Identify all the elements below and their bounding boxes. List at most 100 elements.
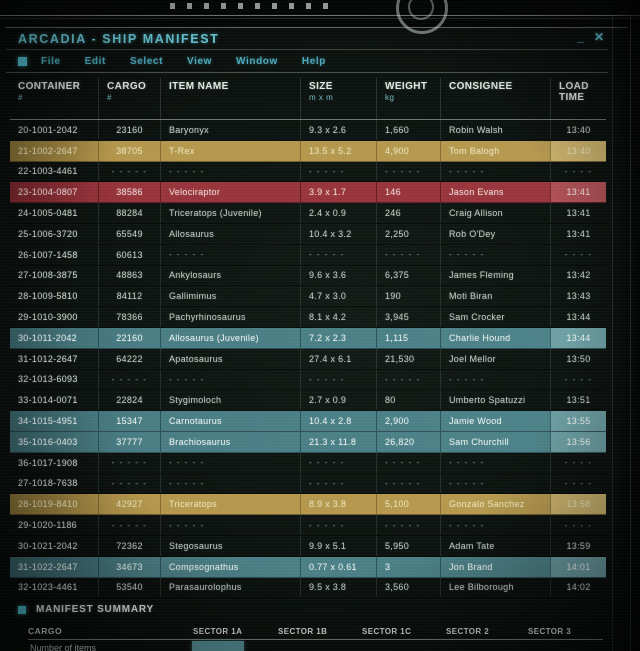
table-row[interactable]: 24-1005-0481 88284 Triceratops (Juvenile) 2… xyxy=(10,203,606,224)
cell-time: 13:41 xyxy=(550,223,606,244)
table-row[interactable]: 28-1009-5810 84112 Gallimimus 4.7 x 3.0 190 M… xyxy=(10,286,606,308)
table-row[interactable]: 26-1007-1458 60613- - - - -- - - - -- - -… xyxy=(10,244,606,266)
cell-time: 13:40 xyxy=(550,140,606,161)
menu-item-help[interactable]: Help xyxy=(301,55,326,67)
cell-size: 9.3 x 2.6 xyxy=(300,120,376,140)
column-header-weight: WEIGHT kg xyxy=(376,78,440,119)
table-body: 20-1001-2042 23160 Baryonyx 9.3 x 2.6 1,660 R… xyxy=(10,120,606,599)
table-row[interactable]: 31-1022-2647 34673 Compsognathus 0.77 x 0.6… xyxy=(10,556,606,578)
table-row[interactable]: 32-1013-6093- - - - -- - - - -- - - - --… xyxy=(10,369,606,391)
titlebar: ARCADIA - SHIP MANIFEST _ ✕ xyxy=(6,28,626,50)
cell-time: 13:41 xyxy=(550,182,606,203)
cell-size: - - - - - xyxy=(300,452,376,473)
cell-container: 28-1019-8410 xyxy=(18,499,78,510)
cell-time: - - - - xyxy=(550,161,606,182)
table-row[interactable]: 28-1019-8410 42927 Triceratops 8.9 x 3.8 5,1… xyxy=(10,494,606,516)
cell-container: 30-1011-2042 xyxy=(18,332,77,343)
cell-cargo: 72362 xyxy=(98,535,160,556)
cell-container: 32-1023-4461 xyxy=(18,582,78,593)
cell-cargo: 42927 xyxy=(98,494,160,515)
table-row[interactable]: 29-1020-1186- - - - -- - - - -- - - - --… xyxy=(10,515,606,536)
cell-weight: 3,560 xyxy=(376,577,440,598)
cell-item: Apatosaurus xyxy=(160,348,300,369)
close-icon[interactable]: ✕ xyxy=(593,30,604,44)
cell-item: - - - - - xyxy=(160,515,300,535)
cell-cargo: 38586 xyxy=(98,182,160,203)
table-row[interactable]: 25-1006-3720 65549 Allosaurus 10.4 x 3.2 2,2… xyxy=(10,223,606,245)
table-row[interactable]: 31-1012-2647 64222 Apatosaurus 27.4 x 6.1 21… xyxy=(10,348,606,370)
cell-container: 24-1005-0481 xyxy=(18,208,78,219)
table-row[interactable]: 32-1023-4461 53540 Parasaurolophus 9.5 x 3.… xyxy=(10,577,606,599)
table-row[interactable]: 34-1015-4951 15347 Carnotaurus 10.4 x 2.8 2,… xyxy=(10,411,606,432)
cell-size: 3.9 x 1.7 xyxy=(300,182,376,203)
number-of-items-label: Number of items xyxy=(30,643,97,651)
table-row[interactable]: 30-1021-2042 72362 Stegosaurus 9.9 x 5.1 5,9… xyxy=(10,535,606,557)
cell-weight: - - - - - xyxy=(376,244,440,265)
cell-weight: 1,115 xyxy=(376,327,440,348)
cell-time: - - - - xyxy=(550,515,606,535)
cell-weight: 6,375 xyxy=(376,265,440,286)
cell-weight: 1,660 xyxy=(376,120,440,140)
cell-cargo: 60613 xyxy=(98,244,160,265)
cell-time: 14:02 xyxy=(550,577,606,598)
table-row[interactable]: 30-1011-2042 22160 Allosaurus (Juvenile) 7.… xyxy=(10,327,606,349)
table-row[interactable]: 29-1010-3900 78366 Pachyrhinosaurus 8.1 x 4… xyxy=(10,307,606,328)
table-row[interactable]: 35-1016-0403 37777 Brachiosaurus 21.3 x 11.… xyxy=(10,431,606,453)
table-row[interactable]: 27-1008-3875 48863 Ankylosaurs 9.6 x 3.6 6,3… xyxy=(10,265,606,287)
cell-container: 33-1014-0071 xyxy=(18,395,78,406)
cell-size: 9.9 x 5.1 xyxy=(300,535,376,556)
cell-consignee: Umberto Spatuzzi xyxy=(440,390,550,411)
menu-item-view[interactable]: View xyxy=(187,55,213,67)
cell-cargo: - - - - - xyxy=(98,452,160,473)
cell-time: 13:44 xyxy=(550,327,606,348)
cell-item: Carnotaurus xyxy=(160,411,300,431)
minimize-icon[interactable]: _ xyxy=(577,30,584,44)
cell-time: 13:51 xyxy=(550,390,606,411)
menu-item-edit[interactable]: Edit xyxy=(84,55,106,67)
table-row[interactable]: 33-1014-0071 22824 Stygimoloch 2.7 x 0.9 80 U… xyxy=(10,390,606,412)
cell-time: 13:40 xyxy=(550,120,606,140)
cell-weight: 4,900 xyxy=(376,140,440,161)
menu-item-window[interactable]: Window xyxy=(236,55,278,67)
cell-cargo: - - - - - xyxy=(98,369,160,390)
menu-item-file[interactable]: File xyxy=(41,55,61,67)
cell-container: 29-1020-1186 xyxy=(18,520,77,531)
cell-consignee: Joel Mellor xyxy=(440,348,550,369)
column-sublabel: m x m xyxy=(309,93,334,102)
menu-item-select[interactable]: Select xyxy=(129,55,164,67)
cell-item: Stygimoloch xyxy=(160,390,300,411)
cell-weight: - - - - - xyxy=(376,473,440,494)
cell-time: 13:59 xyxy=(550,535,606,556)
cell-time: 13:50 xyxy=(550,348,606,369)
table-row[interactable]: 21-1002-2647 38705 T-Rex 13.5 x 5.2 4,900 Tom… xyxy=(10,140,606,162)
cell-size: 27.4 x 6.1 xyxy=(300,348,376,369)
bezel-line-faint xyxy=(0,18,640,19)
cell-weight: 2,250 xyxy=(376,223,440,244)
cell-item: - - - - - xyxy=(160,452,300,473)
cell-weight: 5,950 xyxy=(376,535,440,556)
column-label: SIZE xyxy=(309,81,333,92)
table-row[interactable]: 36-1017-1908- - - - -- - - - -- - - - --… xyxy=(10,452,606,474)
column-sublabel: # xyxy=(107,93,112,102)
cell-size: 8.1 x 4.2 xyxy=(300,307,376,327)
column-label: LOAD TIME xyxy=(559,81,589,103)
cell-container: 20-1001-2042 xyxy=(18,124,78,135)
table-row[interactable]: 20-1001-2042 23160 Baryonyx 9.3 x 2.6 1,660 R… xyxy=(10,120,606,141)
column-label: CONSIGNEE xyxy=(449,81,513,92)
table-row[interactable]: 27-1018-7638- - - - -- - - - -- - - - --… xyxy=(10,473,606,495)
cell-item: T-Rex xyxy=(160,140,300,161)
column-label: ITEM NAME xyxy=(169,81,229,92)
cell-cargo: - - - - - xyxy=(98,161,160,182)
table-row[interactable]: 22-1003-4461- - - - -- - - - -- - - - --… xyxy=(10,161,606,183)
cell-size: - - - - - xyxy=(300,244,376,265)
cell-consignee: Tom Balogh xyxy=(440,140,550,161)
table-row[interactable]: 23-1004-0807 38586 Velociraptor 3.9 x 1.7 14… xyxy=(10,182,606,204)
cell-time: 13:43 xyxy=(550,286,606,307)
cell-consignee: Jason Evans xyxy=(440,182,550,203)
cell-item: Velociraptor xyxy=(160,182,300,203)
column-sublabel: # xyxy=(18,93,23,102)
cell-container: 36-1017-1908 xyxy=(18,457,78,468)
cargo-column-label: CARGO xyxy=(28,626,63,636)
cell-cargo: 65549 xyxy=(98,223,160,244)
bezel-line xyxy=(0,15,640,16)
